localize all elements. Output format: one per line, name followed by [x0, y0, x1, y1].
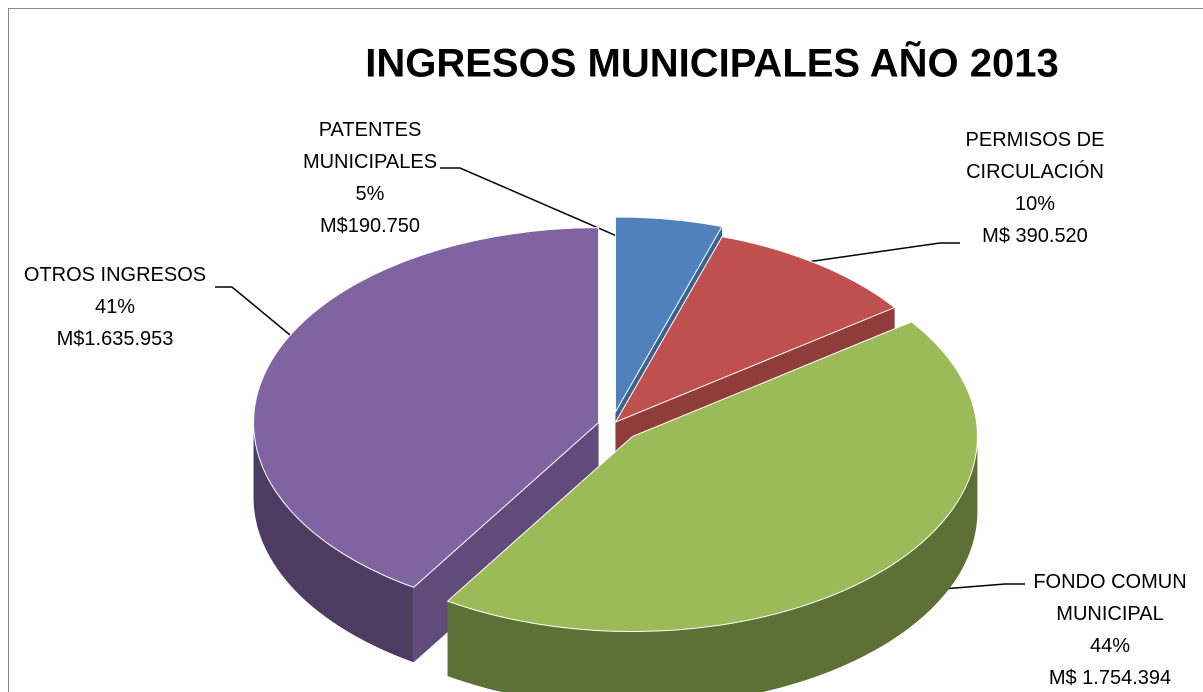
pie: [253, 216, 978, 692]
leader-line: [440, 167, 641, 247]
data-label: OTROS INGRESOS 41% M$1.635.953: [10, 259, 220, 355]
amount-label: M$1.635.953: [56, 328, 174, 350]
percent-label: 5%: [355, 183, 385, 205]
slice-side: [253, 422, 414, 663]
slice: [253, 227, 600, 588]
leader-lines: [215, 167, 1025, 593]
slice-side: [447, 436, 978, 692]
percent-label: 10%: [1014, 193, 1056, 215]
slice: [614, 236, 896, 424]
category-label: OTROS INGRESOS: [23, 264, 207, 286]
slice: [614, 216, 723, 414]
amount-label: M$190.750: [319, 215, 421, 237]
percent-label: 44%: [1089, 635, 1131, 657]
data-label: FONDO COMUN MUNICIPAL 44% M$ 1.754.394: [1010, 566, 1203, 692]
percent-label: 41%: [94, 296, 136, 318]
slice: [446, 321, 978, 632]
leader-line: [215, 286, 291, 336]
category-label: PERMISOS DE CIRCULACIÓN: [965, 129, 1105, 183]
category-label: FONDO COMUN MUNICIPAL: [1033, 571, 1187, 625]
chart-title: INGRESOS MUNICIPALES AÑO 2013: [365, 40, 1058, 86]
data-label: PERMISOS DE CIRCULACIÓN 10% M$ 390.520: [935, 124, 1135, 252]
amount-label: M$ 1.754.394: [1048, 667, 1172, 689]
amount-label: M$ 390.520: [982, 225, 1088, 247]
data-label: PATENTES MUNICIPALES 5% M$190.750: [270, 114, 470, 242]
leader-line: [764, 242, 960, 269]
category-label: PATENTES MUNICIPALES: [302, 119, 438, 173]
